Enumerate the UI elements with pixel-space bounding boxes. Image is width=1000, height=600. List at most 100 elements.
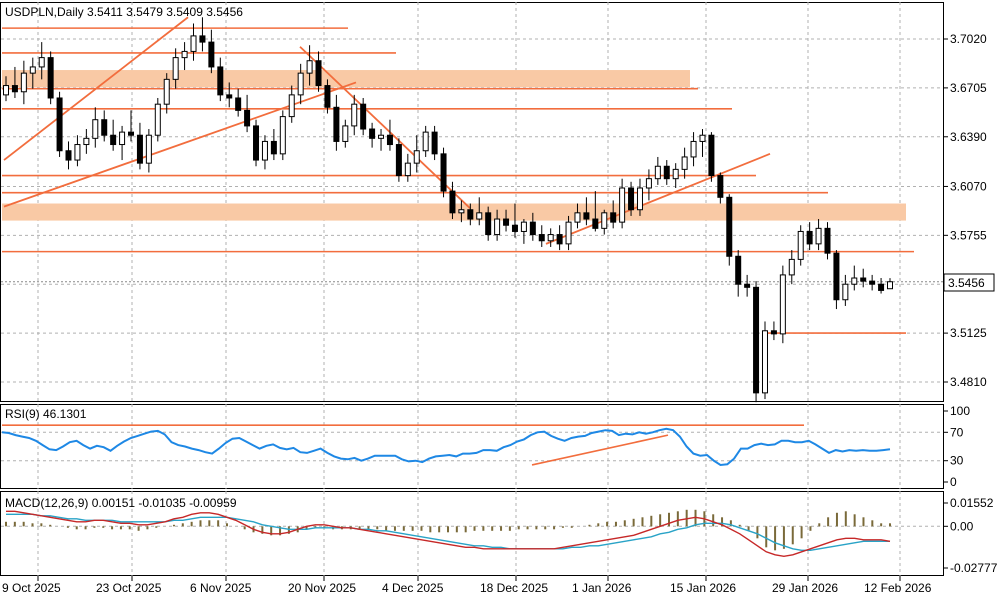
candle-body (20, 72, 27, 93)
candle-body (628, 187, 635, 211)
price-tick-label: 3.7020 (950, 32, 987, 46)
candle-body (38, 57, 45, 68)
supply-demand-zone (2, 70, 690, 88)
candle-body (386, 134, 393, 146)
candle-body (654, 165, 661, 180)
candle-body (860, 277, 867, 282)
candle-body (333, 106, 340, 142)
candle-body (315, 60, 322, 87)
macd-tick-label: 0.01552 (950, 496, 994, 510)
candle-body (851, 277, 858, 285)
price-tick-label: 3.6070 (950, 179, 987, 193)
rsi-line (1, 427, 891, 467)
candle-body (128, 131, 135, 136)
candle-body (74, 144, 81, 161)
candle-body (172, 57, 179, 80)
candle-body (101, 119, 108, 136)
candle-body (110, 134, 117, 146)
date-tick-label: 4 Dec 2025 (382, 581, 444, 595)
date-tick-label: 12 Feb 2026 (864, 581, 932, 595)
candle-body (422, 131, 429, 152)
price-tick-label: 3.5125 (950, 326, 987, 340)
candle-body (467, 209, 474, 220)
rsi-tick-label: 100 (950, 404, 970, 418)
candle-body (753, 286, 760, 394)
macd-label: MACD(12,26,9) 0.00151 -0.01035 -0.00959 (5, 496, 237, 510)
candle-body (154, 103, 161, 136)
candle-body (511, 224, 518, 232)
candle-body (378, 134, 385, 139)
candle-body (878, 283, 885, 291)
candle-body (136, 134, 143, 164)
candle-body (351, 103, 358, 127)
candle-body (297, 72, 304, 96)
candle-body (592, 218, 599, 229)
analysis-drawings (2, 16, 914, 466)
candle-body (601, 212, 608, 229)
price-panel-frame (0, 2, 944, 402)
candle-body (681, 156, 688, 170)
candle-body (503, 218, 510, 226)
candle-body (887, 281, 893, 290)
candle-body (47, 57, 54, 99)
price-tick-label: 3.6390 (950, 130, 987, 144)
candle-body (717, 175, 724, 198)
candle-body (645, 178, 652, 189)
axis-labels: 3.7020 3.6705 3.6390 3.6070 3.5755 3.5125 3.48… (2, 32, 998, 595)
candle-body (190, 35, 197, 52)
candle-body (324, 85, 331, 108)
candle-body (253, 125, 260, 161)
candle-body (672, 168, 679, 180)
date-tick-label: 9 Oct 2025 (2, 581, 61, 595)
candle-body (806, 230, 813, 245)
current-price-label: 3.5456 (948, 276, 985, 290)
candle-body (494, 218, 501, 236)
candle-body (699, 134, 706, 142)
candle-body (29, 66, 36, 74)
candle-body (574, 212, 581, 223)
candle-body (583, 212, 590, 220)
candle-body (815, 227, 822, 245)
rsi-label: RSI(9) 46.1301 (5, 407, 87, 421)
grid-lines (1, 2, 943, 576)
candlestick-series (3, 17, 893, 403)
macd-tick-label: 0.00 (950, 519, 974, 533)
candle-body (797, 230, 804, 260)
candle-body (610, 212, 617, 223)
candle-body (217, 66, 224, 96)
rsi-tick-label: 70 (950, 425, 964, 439)
date-tick-label: 29 Jan 2026 (772, 581, 838, 595)
candle-body (342, 125, 349, 142)
candle-body (476, 212, 483, 220)
rsi-tick-label: 30 (950, 454, 964, 468)
chart-header: USDPLN,Daily 3.5411 3.5479 3.5409 3.5456 (5, 5, 243, 19)
rsi-series (1, 427, 891, 467)
candle-body (56, 97, 63, 152)
candle-body (636, 187, 643, 211)
date-tick-label: 20 Nov 2025 (288, 581, 356, 595)
candle-body (208, 41, 215, 68)
macd-main-line (6, 510, 891, 558)
candle-body (65, 150, 72, 161)
candle-body (726, 196, 733, 257)
date-tick-label: 23 Oct 2025 (96, 581, 162, 595)
candle-body (261, 140, 268, 161)
candle-body (270, 140, 277, 155)
date-tick-label: 15 Jan 2026 (670, 581, 736, 595)
candle-body (235, 97, 242, 111)
candle-body (761, 330, 768, 394)
candle-body (538, 234, 545, 242)
candle-body (306, 60, 313, 74)
candle-body (520, 221, 527, 232)
candle-body (770, 330, 777, 335)
candle-body (395, 144, 402, 177)
trend-line (3, 81, 357, 208)
candle-body (413, 150, 420, 164)
candle-body (11, 85, 18, 93)
macd-signal-line (6, 513, 890, 551)
candle-body (869, 280, 876, 285)
candle-body (744, 283, 751, 288)
current-price-tag: 3.5456 (943, 273, 995, 292)
date-tick-label: 6 Nov 2025 (190, 581, 252, 595)
